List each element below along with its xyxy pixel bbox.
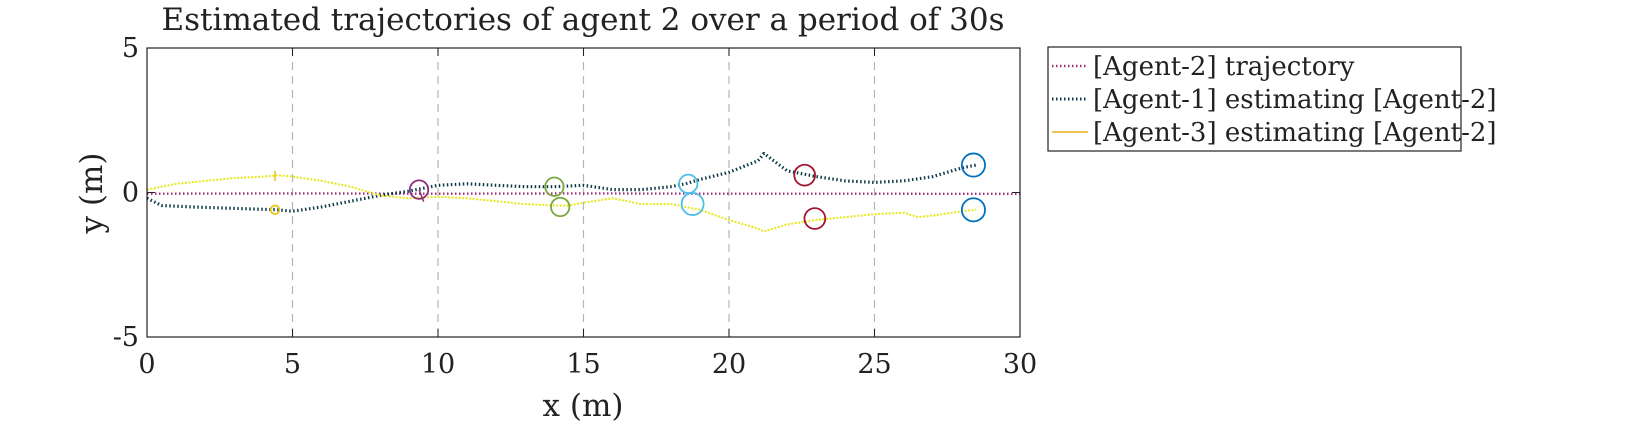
uncertainty-circle-marker <box>793 163 816 187</box>
uncertainty-circle-marker <box>678 173 699 194</box>
y-axis-label: y (m) <box>74 153 110 235</box>
uncertainty-circle-marker <box>960 197 986 223</box>
x-tick-label: 25 <box>857 349 891 380</box>
uncertainty-circle-marker <box>803 207 827 230</box>
legend-label-agent2-trajectory: [Agent-2] trajectory <box>1093 52 1355 82</box>
marker-layer <box>269 152 986 230</box>
y-tick-label: 0 <box>122 178 139 209</box>
x-tick-label: 10 <box>421 349 455 380</box>
series-agent2-trajectory <box>146 192 1021 196</box>
x-tick-label: 0 <box>138 349 155 380</box>
series-layer <box>146 151 1021 233</box>
series-agent3-estimating-agent2 <box>146 174 977 233</box>
x-tick-label: 20 <box>712 349 746 380</box>
x-tick-label: 5 <box>284 349 301 380</box>
uncertainty-circle-marker <box>269 204 281 216</box>
legend: [Agent-2] trajectory [Agent-1] estimatin… <box>1047 46 1497 152</box>
legend-box <box>1047 46 1462 152</box>
legend-label-agent3-estimating: [Agent-3] estimating [Agent-2] <box>1093 118 1497 148</box>
chart-title: Estimated trajectories of agent 2 over a… <box>161 2 1004 38</box>
uncertainty-circle-marker <box>960 152 986 178</box>
x-axis-label: x (m) <box>543 388 624 424</box>
uncertainty-circle-marker <box>680 192 705 216</box>
uncertainty-circle-marker <box>544 176 565 197</box>
x-tick-label: 15 <box>566 349 600 380</box>
heading-indicator <box>418 189 425 202</box>
y-tick-label: -5 <box>113 322 139 353</box>
tick-marks <box>146 47 1021 338</box>
uncertainty-circle-marker <box>408 179 430 200</box>
uncertainty-circle-marker <box>550 196 571 218</box>
y-tick-label: 5 <box>122 33 139 64</box>
x-tick-label: 30 <box>1003 349 1037 380</box>
legend-label-agent1-estimating: [Agent-1] estimating [Agent-2] <box>1093 85 1497 115</box>
series-agent1-estimating-agent2 <box>146 151 977 213</box>
